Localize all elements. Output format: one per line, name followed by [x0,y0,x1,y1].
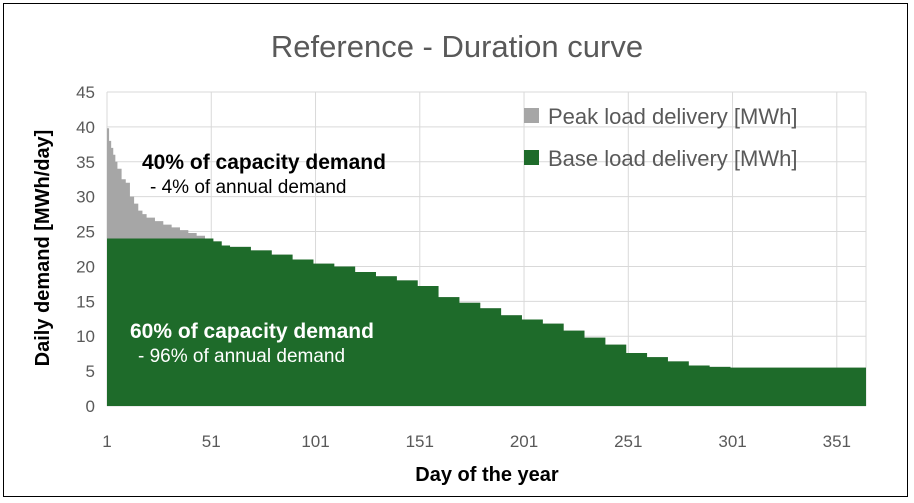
y-tick-label: 5 [86,362,95,381]
y-axis-title: Daily demand [MWh/day] [32,130,54,367]
x-tick-label: 201 [510,432,538,451]
x-tick-label: 101 [301,432,329,451]
annotation-peak-title: 40% of capacity demand [142,151,386,174]
x-tick-label: 51 [202,432,221,451]
y-tick-label: 30 [76,188,95,207]
x-tick-label: 351 [823,432,851,451]
y-tick-labels: 0 5 10 15 20 25 30 35 40 45 [76,83,95,416]
annotation-peak: 40% of capacity demand - 4% of annual de… [142,151,386,198]
x-tick-label: 151 [406,432,434,451]
x-axis-title: Day of the year [415,464,559,486]
x-tick-label: 1 [102,432,111,451]
y-tick-label: 35 [76,153,95,172]
y-tick-label: 20 [76,257,95,276]
annotation-base: 60% of capacity demand - 96% of annual d… [130,320,374,367]
base-load-area [107,238,866,406]
annotation-base-title: 60% of capacity demand [130,320,374,343]
x-tick-labels: 1 51 101 151 201 251 301 351 [102,432,851,451]
y-tick-label: 40 [76,118,95,137]
y-tick-label: 10 [76,327,95,346]
legend: Peak load delivery [MWh] Base load deliv… [524,104,797,171]
legend-label-base: Base load delivery [MWh] [548,146,797,171]
y-tick-label: 25 [76,223,95,242]
x-tick-label: 251 [614,432,642,451]
legend-swatch-peak [524,108,539,123]
y-tick-label: 15 [76,292,95,311]
annotation-peak-subtitle: - 4% of annual demand [150,177,346,198]
chart-title: Reference - Duration curve [271,29,643,64]
legend-label-peak: Peak load delivery [MWh] [548,104,797,129]
x-tick-label: 301 [718,432,746,451]
annotation-base-subtitle: - 96% of annual demand [138,346,345,367]
y-tick-label: 0 [86,397,95,416]
legend-swatch-base [524,150,539,165]
y-tick-label: 45 [76,83,95,102]
